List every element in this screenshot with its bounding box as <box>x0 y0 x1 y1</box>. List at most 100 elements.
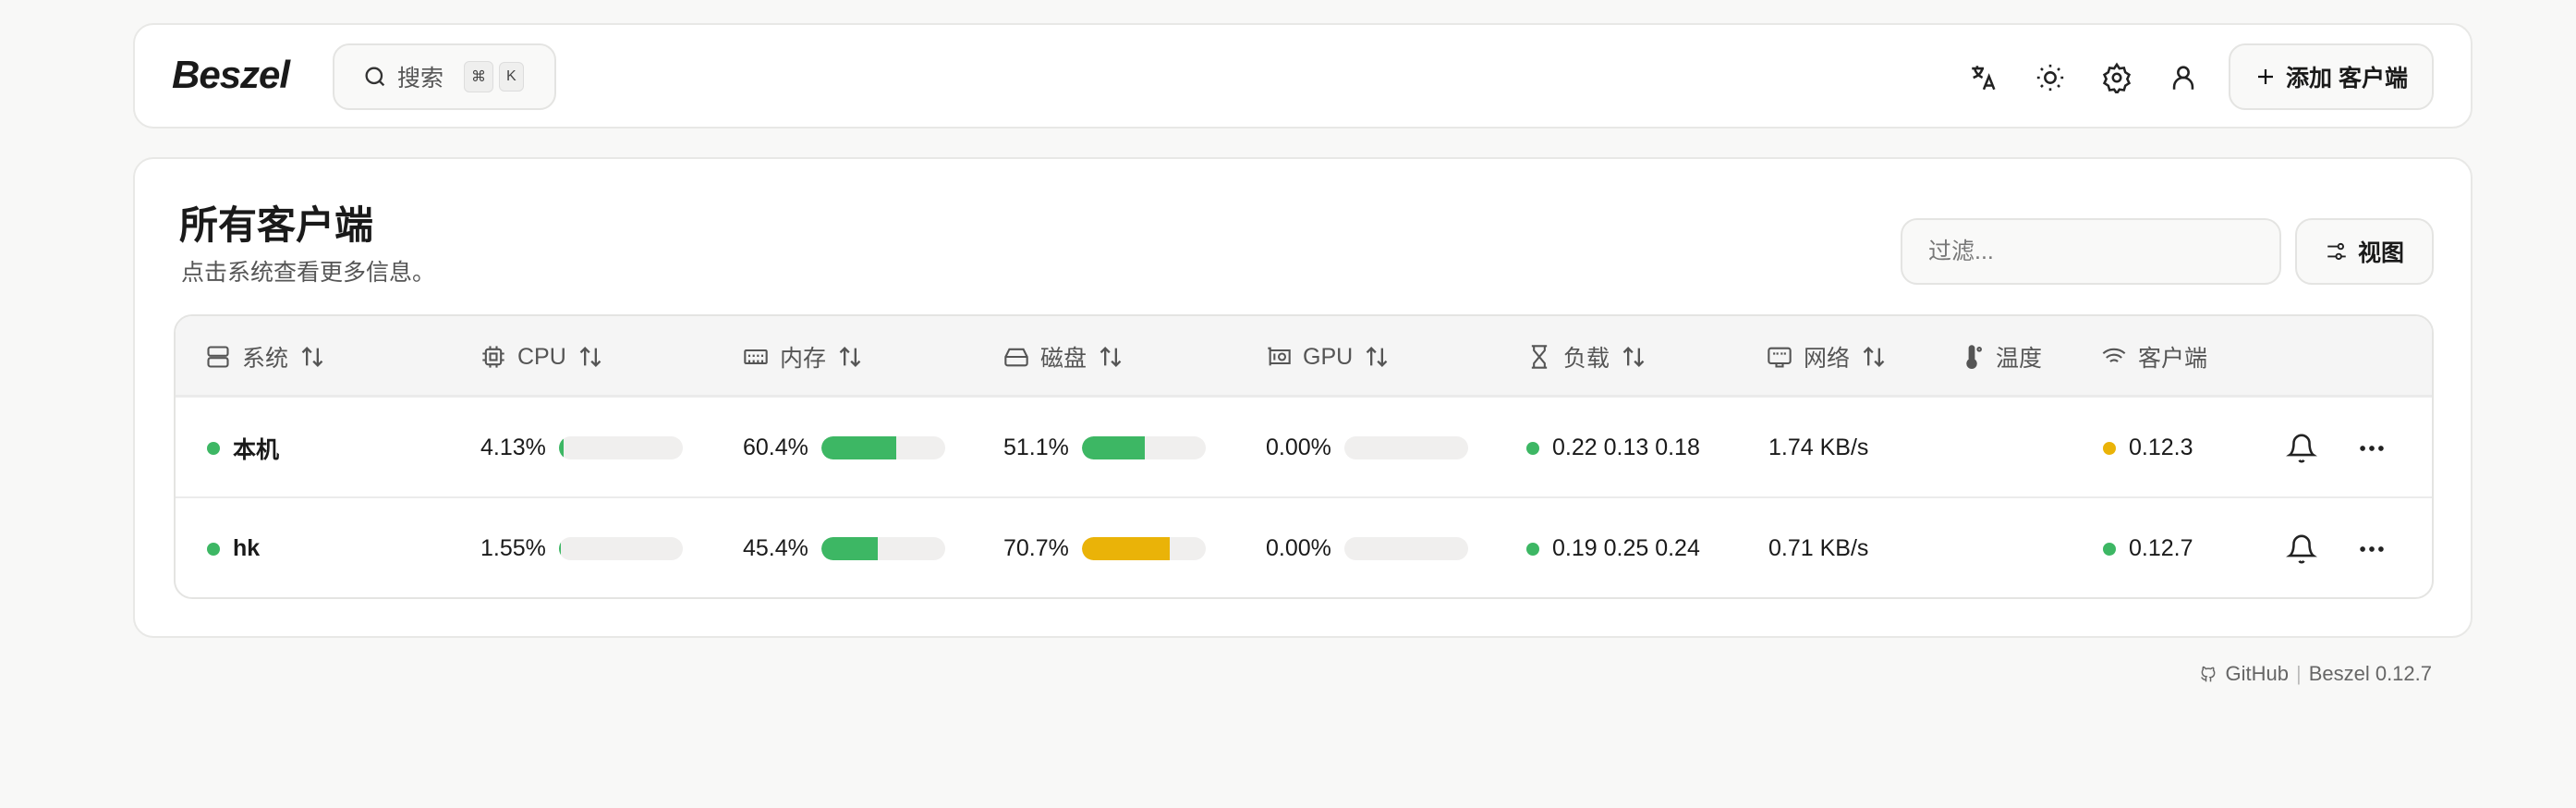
search-label: 搜索 <box>397 66 444 92</box>
sort-icon[interactable] <box>1098 344 1124 370</box>
gpu-bar <box>1343 436 1468 459</box>
agent-version: 0.12.7 <box>2129 535 2193 561</box>
view-button[interactable]: 视图 <box>2295 218 2434 285</box>
column-header-4[interactable]: GPU <box>1266 316 1390 398</box>
kbd-cmd: ⌘ <box>464 61 494 92</box>
search-icon <box>365 67 385 87</box>
memory-icon <box>744 349 768 365</box>
column-header-0[interactable]: 系统 <box>205 316 325 398</box>
add-client-label: 添加 客户端 <box>2286 66 2408 92</box>
column-header-7: 温度 <box>1959 316 2042 398</box>
sort-icon[interactable] <box>1861 344 1887 370</box>
status-dot <box>207 441 220 455</box>
memory-cell: 60.4% <box>743 398 945 498</box>
logo[interactable]: Beszel <box>172 53 290 96</box>
disk-bar-fill <box>1081 436 1146 459</box>
table-row[interactable]: hk 1.55% 45.4% 70.7% 0.00% 0.19 0.25 0.2… <box>176 498 2432 597</box>
load-dot <box>1526 542 1539 556</box>
table-row[interactable]: 本机 4.13% 60.4% 51.1% 0.00% 0.22 0.13 0.1… <box>176 398 2432 498</box>
filter-input[interactable] <box>1901 218 2281 285</box>
load-cell: 0.22 0.13 0.18 <box>1526 398 1700 498</box>
load-value: 0.22 0.13 0.18 <box>1552 435 1700 460</box>
cpu-bar <box>558 537 683 560</box>
memory-cell: 45.4% <box>743 498 945 597</box>
load-cell: 0.19 0.25 0.24 <box>1526 498 1700 597</box>
user-icon[interactable] <box>2168 62 2199 93</box>
column-header-2[interactable]: 内存 <box>743 316 863 398</box>
github-icon <box>2201 666 2216 682</box>
footer: GitHub | Beszel 0.12.7 <box>2199 662 2432 686</box>
network-value: 0.71 KB/s <box>1768 535 1869 561</box>
search-button[interactable]: 搜索 ⌘ K <box>333 43 556 110</box>
system-name: 本机 <box>233 436 280 463</box>
table-header: 系统 CPU 内存 磁盘 GPU 负载 网络 温度 客户端 <box>176 316 2432 398</box>
table-body: 本机 4.13% 60.4% 51.1% 0.00% 0.22 0.13 0.1… <box>176 398 2432 597</box>
sort-icon[interactable] <box>577 344 603 370</box>
memory-value: 60.4% <box>743 435 808 460</box>
mem-bar-fill <box>820 537 878 560</box>
disk-bar <box>1081 537 1206 560</box>
cpu-cell: 1.55% <box>480 498 683 597</box>
column-label: 负载 <box>1563 346 1610 372</box>
gear-icon[interactable] <box>2101 62 2132 93</box>
alerts-button[interactable] <box>2286 498 2317 597</box>
load-dot <box>1526 441 1539 455</box>
system-cell[interactable]: hk <box>207 498 260 597</box>
add-client-button[interactable]: 添加 客户端 <box>2229 43 2434 110</box>
systems-table: 系统 CPU 内存 磁盘 GPU 负载 网络 温度 客户端 本机 4.13% 60.4% 51.… <box>174 314 2434 599</box>
page-subtitle: 点击系统查看更多信息。 <box>181 260 436 286</box>
sort-icon[interactable] <box>299 344 325 370</box>
more-horizontal-icon[interactable] <box>2356 533 2388 565</box>
page-title: 所有客户端 <box>179 203 374 247</box>
disk-bar-fill <box>1081 537 1170 560</box>
server-icon <box>207 346 229 368</box>
agent-dot <box>2103 542 2116 556</box>
sliders-icon <box>2327 242 2346 261</box>
mem-bar <box>820 436 945 459</box>
alerts-button[interactable] <box>2286 398 2317 498</box>
bell-icon[interactable] <box>2286 433 2317 464</box>
agent-cell: 0.12.3 <box>2103 398 2193 498</box>
column-header-5[interactable]: 负载 <box>1526 316 1646 398</box>
column-label: 温度 <box>1996 346 2043 372</box>
disk-icon <box>1004 348 1028 367</box>
network-cell: 0.71 KB/s <box>1768 498 1869 597</box>
more-button[interactable] <box>2356 398 2388 498</box>
wifi-icon <box>2102 348 2126 367</box>
cpu-bar-fill <box>558 436 565 459</box>
plus-icon <box>2258 69 2274 84</box>
gpu-bar <box>1343 537 1468 560</box>
column-label: 网络 <box>1804 346 1851 372</box>
more-button[interactable] <box>2356 498 2388 597</box>
load-value: 0.19 0.25 0.24 <box>1552 535 1700 561</box>
system-cell[interactable]: 本机 <box>207 398 279 498</box>
column-header-8: 客户端 <box>2101 316 2207 398</box>
disk-cell: 70.7% <box>1003 498 1206 597</box>
cpu-value: 1.55% <box>480 535 546 561</box>
mem-bar-fill <box>820 436 896 459</box>
disk-cell: 51.1% <box>1003 398 1206 498</box>
gpu-cell: 0.00% <box>1266 398 1468 498</box>
github-link[interactable]: GitHub <box>2225 662 2289 685</box>
column-label: 磁盘 <box>1040 346 1088 372</box>
column-header-6[interactable]: 网络 <box>1767 316 1887 398</box>
column-header-3[interactable]: 磁盘 <box>1003 316 1124 398</box>
column-label: GPU <box>1303 343 1354 370</box>
column-header-1[interactable]: CPU <box>480 316 603 398</box>
translate-icon[interactable] <box>1968 62 1999 93</box>
version-link[interactable]: Beszel 0.12.7 <box>2308 662 2432 685</box>
more-horizontal-icon[interactable] <box>2356 433 2388 464</box>
sort-icon[interactable] <box>837 344 863 370</box>
agent-dot <box>2103 441 2116 455</box>
sort-icon[interactable] <box>1364 344 1390 370</box>
agent-cell: 0.12.7 <box>2103 498 2193 597</box>
sun-icon[interactable] <box>2035 62 2066 93</box>
gpu-value: 0.00% <box>1266 535 1331 561</box>
column-label: CPU <box>517 343 566 370</box>
top-navbar: Beszel 搜索 ⌘ K 添加 客户端 <box>133 23 2473 129</box>
view-label: 视图 <box>2357 240 2404 266</box>
sort-icon[interactable] <box>1621 344 1646 370</box>
status-dot <box>207 542 220 556</box>
cpu-cell: 4.13% <box>480 398 683 498</box>
bell-icon[interactable] <box>2286 533 2317 565</box>
